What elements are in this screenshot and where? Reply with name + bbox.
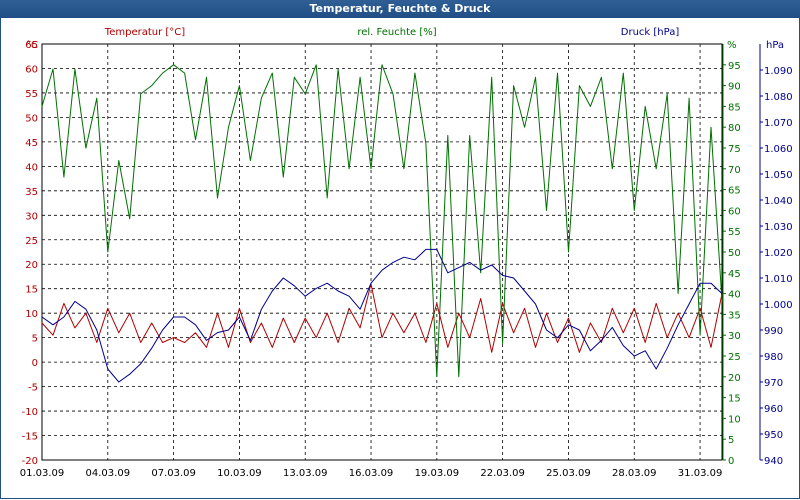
hum-tick-label: 85 (728, 102, 741, 113)
hum-tick-label: 35 (728, 310, 741, 321)
press-tick-label: 1.020 (764, 248, 793, 259)
hum-tick-label: 55 (728, 227, 741, 238)
temp-unit-label: °C (26, 40, 38, 51)
press-tick-label: 940 (764, 456, 783, 467)
press-tick-label: 1.080 (764, 92, 793, 103)
temp-tick-label: 20 (25, 260, 38, 271)
hum-tick-label: 45 (728, 269, 741, 280)
x-tick-label: 10.03.09 (217, 468, 262, 479)
press-tick-label: 1.090 (764, 66, 793, 77)
press-unit-label: hPa (766, 40, 784, 51)
hum-axis-title: rel. Feuchte [%] (357, 27, 436, 38)
temp-tick-label: 35 (25, 187, 38, 198)
temp-tick-label: 25 (25, 236, 38, 247)
press-tick-label: 990 (764, 326, 783, 337)
temp-tick-label: -5 (28, 383, 38, 394)
hum-tick-label: 60 (728, 206, 741, 217)
temp-tick-label: 55 (25, 89, 38, 100)
temp-tick-label: -10 (22, 407, 38, 418)
press-tick-label: 1.030 (764, 222, 793, 233)
temp-axis-title: Temperatur [°C] (104, 27, 185, 38)
plot-border (41, 43, 723, 461)
hum-tick-label: 40 (728, 290, 741, 301)
press-tick-label: 980 (764, 352, 783, 363)
hum-tick-label: 15 (728, 394, 741, 405)
temp-tick-label: 0 (32, 358, 38, 369)
temp-tick-label: 15 (25, 285, 38, 296)
window-title: Temperatur, Feuchte & Druck (0, 0, 800, 18)
press-series-line (41, 248, 723, 383)
x-tick-label: 13.03.09 (283, 468, 328, 479)
temp-tick-label: 45 (25, 138, 38, 149)
x-tick-label: 07.03.09 (151, 468, 196, 479)
press-tick-label: 1.070 (764, 118, 793, 129)
temp-series-line (41, 283, 723, 353)
x-tick-label: 28.03.09 (612, 468, 657, 479)
hum-tick-label: 80 (728, 123, 741, 134)
press-tick-label: 960 (764, 404, 783, 415)
press-tick-label: 1.050 (764, 170, 793, 181)
temp-tick-label: -15 (22, 432, 38, 443)
temp-tick-label: 40 (25, 162, 38, 173)
x-tick-label: 04.03.09 (86, 468, 131, 479)
temp-tick-label: 65 (25, 40, 38, 51)
hum-tick-label: 75 (728, 144, 741, 155)
grid-layer (41, 43, 761, 461)
ticks-layer: -20 -15 -10 -5 0 5 10 15 20 25 30 35 40 45 50 55 60 65 0 5 1… (20, 40, 793, 479)
x-tick-label: 01.03.09 (20, 468, 65, 479)
temp-tick-label: 10 (25, 309, 38, 320)
hum-tick-label: 70 (728, 165, 741, 176)
x-tick-label: 31.03.09 (678, 468, 723, 479)
hum-tick-label: 90 (728, 82, 741, 93)
press-tick-label: 1.010 (764, 274, 793, 285)
press-tick-label: 1.040 (764, 196, 793, 207)
temp-tick-label: 30 (25, 211, 38, 222)
hum-tick-label: 50 (728, 248, 741, 259)
x-tick-label: 16.03.09 (349, 468, 394, 479)
x-tick-label: 22.03.09 (480, 468, 525, 479)
axes-layer: Temperatur [°C] rel. Feuchte [%] Druck [… (26, 27, 784, 51)
press-tick-label: 1.060 (764, 144, 793, 155)
temp-tick-label: 50 (25, 113, 38, 124)
press-tick-label: 1.000 (764, 300, 793, 311)
temp-tick-label: 5 (32, 334, 38, 345)
temp-tick-label: -20 (22, 456, 38, 467)
hum-unit-label: % (727, 40, 737, 51)
series-layer (41, 64, 723, 383)
hum-tick-label: 10 (728, 414, 741, 425)
hum-series-line (41, 64, 723, 378)
hum-tick-label: 95 (728, 61, 741, 72)
press-tick-label: 970 (764, 378, 783, 389)
x-tick-label: 19.03.09 (415, 468, 460, 479)
hum-tick-label: 5 (728, 435, 734, 446)
hum-tick-label: 30 (728, 331, 741, 342)
x-tick-label: 25.03.09 (546, 468, 591, 479)
press-axis-title: Druck [hPa] (621, 27, 680, 38)
hum-tick-label: 20 (728, 373, 741, 384)
press-tick-label: 950 (764, 430, 783, 441)
hum-tick-label: 0 (728, 456, 734, 467)
hum-tick-label: 25 (728, 352, 741, 363)
hum-tick-label: 65 (728, 186, 741, 197)
temp-tick-label: 60 (25, 64, 38, 75)
